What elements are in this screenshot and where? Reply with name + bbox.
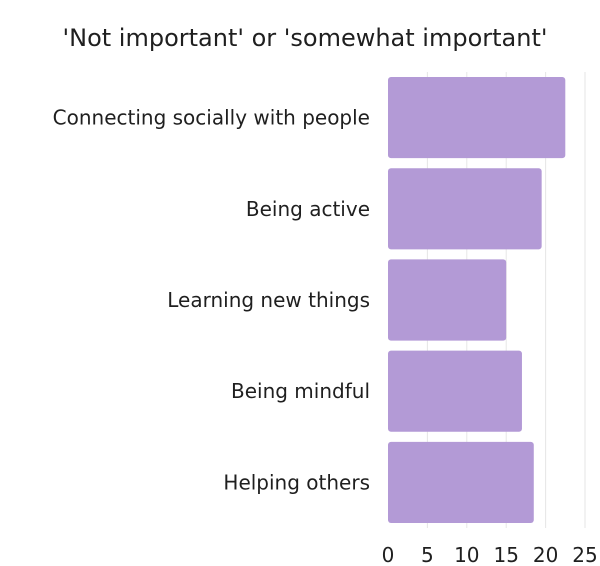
bar-helping-others bbox=[388, 441, 534, 523]
bars bbox=[388, 77, 566, 523]
bar-being-active bbox=[388, 168, 542, 250]
category-label-being-active: Being active bbox=[246, 197, 370, 221]
category-label-learning-new-things: Learning new things bbox=[167, 288, 370, 312]
x-tick-label-15: 15 bbox=[493, 543, 518, 566]
x-tick-label-25: 25 bbox=[572, 543, 597, 566]
x-tick-label-5: 5 bbox=[421, 543, 434, 566]
bar-being-mindful bbox=[388, 350, 522, 432]
chart-title: 'Not important' or 'somewhat important' bbox=[63, 24, 548, 52]
category-label-connecting-socially-with-people: Connecting socially with people bbox=[53, 106, 370, 130]
x-tick-label-0: 0 bbox=[382, 543, 395, 566]
category-label-helping-others: Helping others bbox=[223, 470, 370, 494]
x-tick-label-10: 10 bbox=[454, 543, 479, 566]
category-labels: Connecting socially with people Being act… bbox=[53, 106, 370, 495]
x-tick-label-20: 20 bbox=[533, 543, 558, 566]
category-label-being-mindful: Being mindful bbox=[231, 379, 370, 403]
x-axis-tick-labels: 0 5 10 15 20 25 bbox=[382, 543, 598, 566]
bar-connecting-socially-with-people bbox=[388, 77, 566, 159]
bar-learning-new-things bbox=[388, 259, 507, 341]
